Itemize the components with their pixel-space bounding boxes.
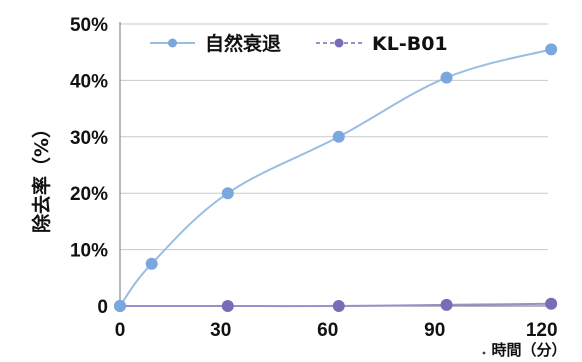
series-line-natural-decay — [119, 48, 552, 307]
data-point-natural-decay — [145, 257, 158, 270]
data-point-natural-decay — [332, 130, 345, 143]
data-point-kl-b01 — [221, 300, 234, 312]
x-tick-label: 0 — [115, 320, 126, 341]
x-tick-label: 30 — [210, 320, 231, 341]
tick-layer: 0 10% 20% 30% 40% 50% 0 30 60 90 120 — [70, 15, 558, 341]
data-point-natural-decay — [221, 187, 234, 200]
x-tick-label: 60 — [317, 320, 338, 341]
y-tick-label: 40% — [70, 71, 108, 92]
data-point-natural-decay — [545, 43, 558, 56]
y-tick-label: 0 — [97, 297, 108, 318]
y-tick-label: 20% — [70, 184, 108, 205]
y-tick-label: 50% — [70, 15, 108, 36]
data-point-natural-decay — [440, 71, 453, 84]
stray-dot — [482, 351, 486, 355]
data-point-kl-b01 — [332, 300, 345, 312]
legend-label-natural-decay: 自然衰退 — [205, 32, 281, 55]
y-tick-label: 30% — [70, 128, 108, 149]
data-point-natural-decay — [114, 300, 126, 312]
y-tick-label: 10% — [70, 241, 108, 262]
data-point-kl-b01 — [545, 297, 558, 310]
x-axis-label: 時間（分） — [491, 341, 566, 359]
y-axis-label: 除去率（%） — [30, 119, 53, 233]
series-layer — [114, 43, 558, 312]
legend-marker-kl-b01 — [334, 38, 344, 48]
data-point-kl-b01 — [440, 298, 453, 311]
x-tick-label: 90 — [424, 320, 445, 341]
legend: 自然衰退 KL-B01 — [150, 32, 448, 55]
x-tick-label: 120 — [526, 320, 558, 341]
legend-label-kl-b01: KL-B01 — [372, 33, 448, 55]
legend-marker-natural-decay — [168, 38, 177, 48]
